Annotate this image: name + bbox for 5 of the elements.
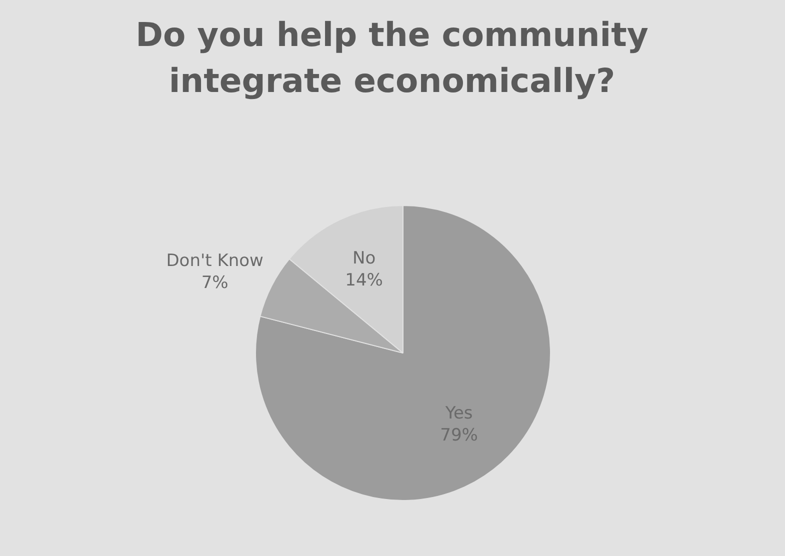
chart-title: Do you help the community integrate economically? bbox=[134, 14, 650, 102]
slice-label: No bbox=[352, 248, 376, 269]
data-label: 14% bbox=[345, 270, 383, 291]
slice-label: Don't Know bbox=[166, 250, 264, 271]
data-label: 7% bbox=[201, 272, 228, 293]
